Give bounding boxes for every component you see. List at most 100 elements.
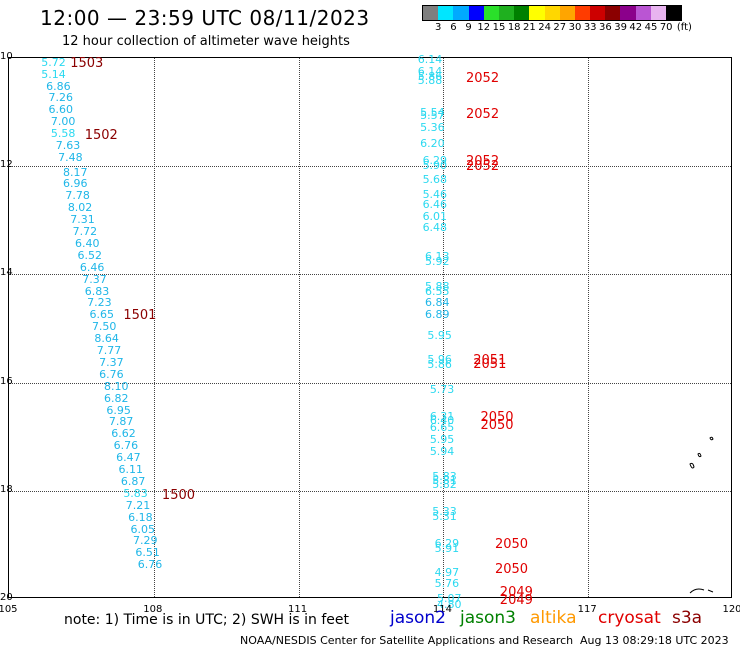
latitude-tick-label: 18: [0, 483, 13, 495]
wave-height-observation: 6.65: [89, 308, 115, 322]
wave-height-observation: 4.97: [434, 565, 460, 579]
pass-number-label: 2052: [466, 159, 500, 175]
wave-height-observation: 6.47: [116, 451, 141, 465]
satellite-legend-item: jason2: [390, 608, 446, 628]
colorbar-tick-label: 42: [629, 22, 643, 33]
wave-height-observation: 5.92: [424, 254, 450, 268]
wave-height-observation: 6.83: [84, 284, 110, 298]
wave-height-observation: 5.82: [432, 478, 457, 492]
pass-number-label: 2051: [473, 352, 507, 368]
timestamp: Aug 13 08:29:18 UTC 2023: [580, 634, 729, 647]
satellite-legend-item: cryosat: [598, 608, 661, 628]
wave-height-observation: 5.14: [41, 67, 66, 81]
pass-number-label: 1503: [70, 56, 104, 72]
wave-height-observation: 5.07: [437, 591, 462, 605]
wave-height-observation: 6.46: [422, 197, 448, 211]
wave-height-observation: 6.31: [429, 410, 455, 424]
longitude-tick-label: 105: [0, 604, 18, 615]
wave-height-observation: 5.81: [432, 473, 457, 487]
wave-height-observation: 5.95: [427, 328, 452, 342]
colorbar-tick-label: 15: [492, 22, 506, 33]
wave-height-observation: 8.02: [67, 201, 93, 215]
pass-number-label: 1500: [161, 487, 196, 503]
wave-height-observation: 5.58: [50, 127, 76, 141]
wave-height-observation: 6.86: [46, 79, 71, 93]
wave-height-observation: 8.17: [62, 165, 88, 179]
gridline-longitude: [443, 58, 445, 597]
colorbar-tick-label: 27: [553, 22, 567, 33]
wave-height-observation: 5.94: [429, 444, 455, 458]
wave-height-observation: 5.46: [422, 188, 448, 202]
colorbar-tick-label: 9: [465, 22, 472, 33]
pass-number-label: 2050: [480, 410, 514, 426]
wave-height-observation: 5.90: [422, 159, 448, 173]
wave-height-observation: 5.33: [432, 505, 457, 519]
pass-number-label: 2052: [466, 107, 500, 123]
colorbar-swatch: [544, 6, 560, 20]
wave-height-observation: 8.10: [104, 379, 129, 393]
credit-text: NOAA/NESDIS Center for Satellite Applica…: [240, 634, 574, 647]
latitude-tick-label: 12: [0, 159, 13, 171]
wave-height-observation: 6.76: [99, 367, 124, 381]
colorbar-unit-label: (ft): [676, 22, 692, 33]
pass-number-label: 2050: [480, 417, 514, 433]
colorbar-tick-label: 21: [523, 22, 536, 33]
latitude-tick-label: 20: [0, 592, 13, 603]
wave-height-observation: 5.83: [123, 486, 148, 500]
latitude-tick-label: 16: [0, 375, 13, 387]
colorbar-tick-label: 3: [435, 22, 442, 33]
longitude-tick-label: 114: [432, 604, 452, 615]
colorbar-swatch: [498, 6, 515, 20]
satellite-legend-item: s3a: [672, 608, 703, 628]
wave-height-observation: 6.89: [424, 308, 450, 322]
longitude-tick-label: 117: [577, 604, 597, 615]
wave-height-observation: 6.76: [137, 558, 163, 572]
wave-height-observation: 6.52: [77, 248, 102, 262]
wave-height-observation: 7.72: [72, 225, 98, 239]
wave-height-observation: 5.36: [420, 121, 445, 135]
wave-height-observation: 6.95: [106, 403, 131, 417]
pass-number-label: 2050: [494, 536, 529, 552]
wave-height-observation: 5.96: [427, 353, 452, 367]
wave-height-observation: 7.00: [50, 115, 76, 129]
footer-note: note: 1) Time is in UTC; 2) SWH is in fe…: [64, 612, 350, 628]
gridline-latitude: [9, 490, 731, 492]
colorbar-tick-label: 70: [659, 22, 673, 33]
pass-number-label: 2049: [499, 593, 533, 608]
wave-height-observation: 7.29: [132, 534, 158, 548]
wave-height-observation: 7.26: [48, 91, 74, 105]
wave-height-observation: 5.72: [41, 55, 66, 69]
wave-height-observation: 7.77: [96, 344, 122, 358]
wave-height-observation: 6.62: [111, 427, 136, 441]
colorbar-swatch: [635, 6, 651, 20]
wave-height-observation: 6.40: [75, 236, 100, 250]
colorbar-swatch: [453, 6, 469, 20]
latitude-tick-label: 10: [0, 51, 13, 62]
colorbar-tick-label: 33: [583, 22, 597, 33]
wave-height-observation: 6.96: [62, 177, 88, 191]
wave-height-observation: 7.50: [91, 320, 117, 334]
wave-height-observation: 7.37: [82, 272, 107, 286]
colorbar-tick-label: 12: [477, 22, 491, 33]
island-outline: [709, 436, 714, 441]
wave-height-colorbar: [422, 5, 683, 21]
wave-height-observation: 6.76: [113, 439, 139, 453]
wave-height-observation: 8.64: [94, 332, 119, 346]
colorbar-swatch: [529, 6, 545, 20]
wave-height-observation: 6.18: [128, 510, 153, 524]
gridline-latitude: [9, 166, 731, 168]
wave-height-observation: 6.13: [424, 250, 450, 264]
wave-height-observation: 6.29: [422, 153, 448, 167]
wave-height-observation: 5.31: [432, 509, 457, 523]
wave-height-observation: 4.80: [437, 598, 462, 612]
island-outline: [697, 452, 702, 458]
colorbar-swatch: [650, 6, 666, 20]
pass-number-label: 1501: [123, 308, 157, 324]
wave-height-observation: 6.65: [429, 420, 455, 434]
longitude-tick-label: 120: [722, 604, 740, 615]
latitude-tick-label: 14: [0, 267, 13, 279]
wave-height-observation: 6.51: [135, 546, 160, 560]
wave-height-observation: 5.73: [429, 383, 455, 396]
gridline-longitude: [588, 58, 590, 597]
wave-height-observation: 6.20: [420, 137, 445, 151]
